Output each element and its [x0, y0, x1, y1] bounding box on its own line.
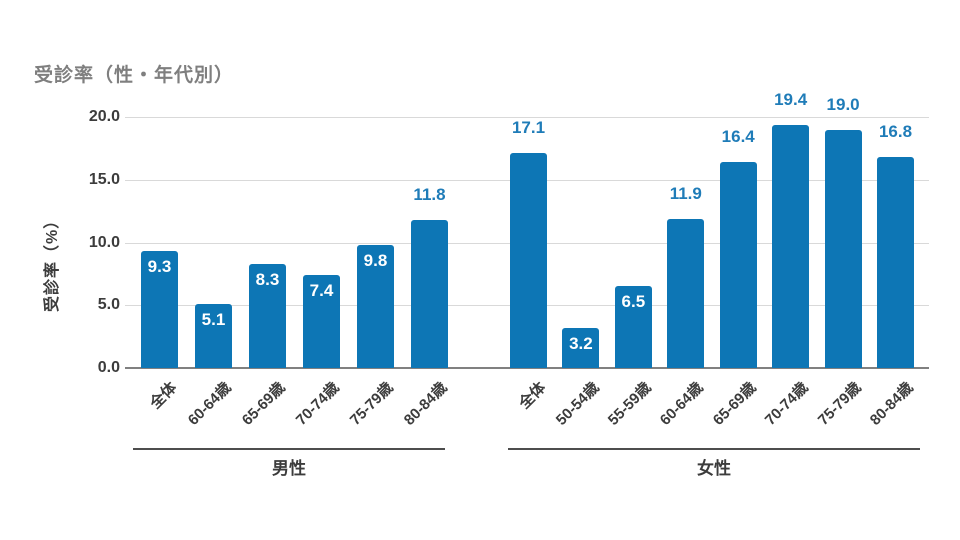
bar-value-label: 3.2 — [569, 333, 593, 353]
x-tick-text: 50-54歳 — [552, 379, 603, 429]
bar-value-label: 7.4 — [309, 281, 334, 301]
bar-value-label: 8.3 — [255, 269, 280, 289]
x-tick-text: 75-79歳 — [814, 379, 865, 429]
y-tick-label: 20.0 — [88, 108, 120, 125]
group-separator-line — [508, 448, 920, 450]
bar-value-label: 5.1 — [201, 309, 226, 329]
bar — [357, 245, 394, 368]
x-tick-text: 75-79歳 — [346, 379, 397, 429]
x-axis-line — [125, 367, 929, 369]
bar — [772, 124, 810, 368]
x-tick-text: 55-59歳 — [604, 379, 655, 429]
x-tick-text: 60-64歳 — [657, 379, 707, 429]
bar — [303, 275, 340, 368]
bar — [510, 153, 547, 368]
bar-value-label: 6.5 — [621, 292, 646, 312]
bar — [141, 251, 178, 368]
x-tick-text: 全体 — [516, 379, 550, 413]
x-tick-text: 70-74歳 — [762, 379, 812, 429]
y-tick-label: 5.0 — [97, 296, 120, 314]
group-label: 男性 — [272, 459, 306, 478]
y-tick-label: 0.0 — [97, 359, 120, 376]
bar-value-label: 9.8 — [363, 251, 388, 270]
x-tick-text: 60-64歳 — [184, 379, 235, 429]
x-tick-text: 70-74歳 — [292, 379, 343, 429]
y-tick-label: 10.0 — [88, 233, 120, 251]
chart-title: 受診率（性・年代別） — [34, 65, 235, 86]
gridline — [125, 117, 929, 118]
bar-value-label: 19.4 — [774, 89, 808, 109]
bar — [824, 129, 862, 368]
bar — [877, 157, 914, 368]
y-axis-label: 受診率（%） — [44, 211, 61, 312]
bar-value-label: 16.8 — [878, 122, 913, 142]
bar-value-label: 11.8 — [413, 184, 446, 204]
bar-value-label: 17.1 — [511, 118, 546, 138]
group-separator-line — [133, 448, 445, 450]
x-tick-text: 全体 — [147, 379, 181, 413]
bar-value-label: 16.4 — [721, 127, 755, 147]
x-tick-text: 80-84歳 — [866, 379, 917, 429]
bar — [719, 162, 757, 368]
bar-value-label: 11.9 — [669, 183, 702, 203]
y-tick-label: 15.0 — [88, 170, 120, 188]
bar — [249, 263, 286, 368]
bar — [195, 303, 232, 368]
bar-value-label: 19.0 — [826, 94, 860, 114]
x-tick-text: 80-84歳 — [400, 379, 451, 429]
x-tick-text: 65-69歳 — [709, 379, 760, 429]
bar — [614, 286, 652, 368]
group-label: 女性 — [697, 459, 731, 478]
bar-value-label: 9.3 — [147, 257, 172, 277]
x-tick-text: 65-69歳 — [238, 379, 289, 429]
bar — [562, 327, 600, 368]
bar — [411, 219, 448, 368]
bar — [667, 218, 705, 368]
